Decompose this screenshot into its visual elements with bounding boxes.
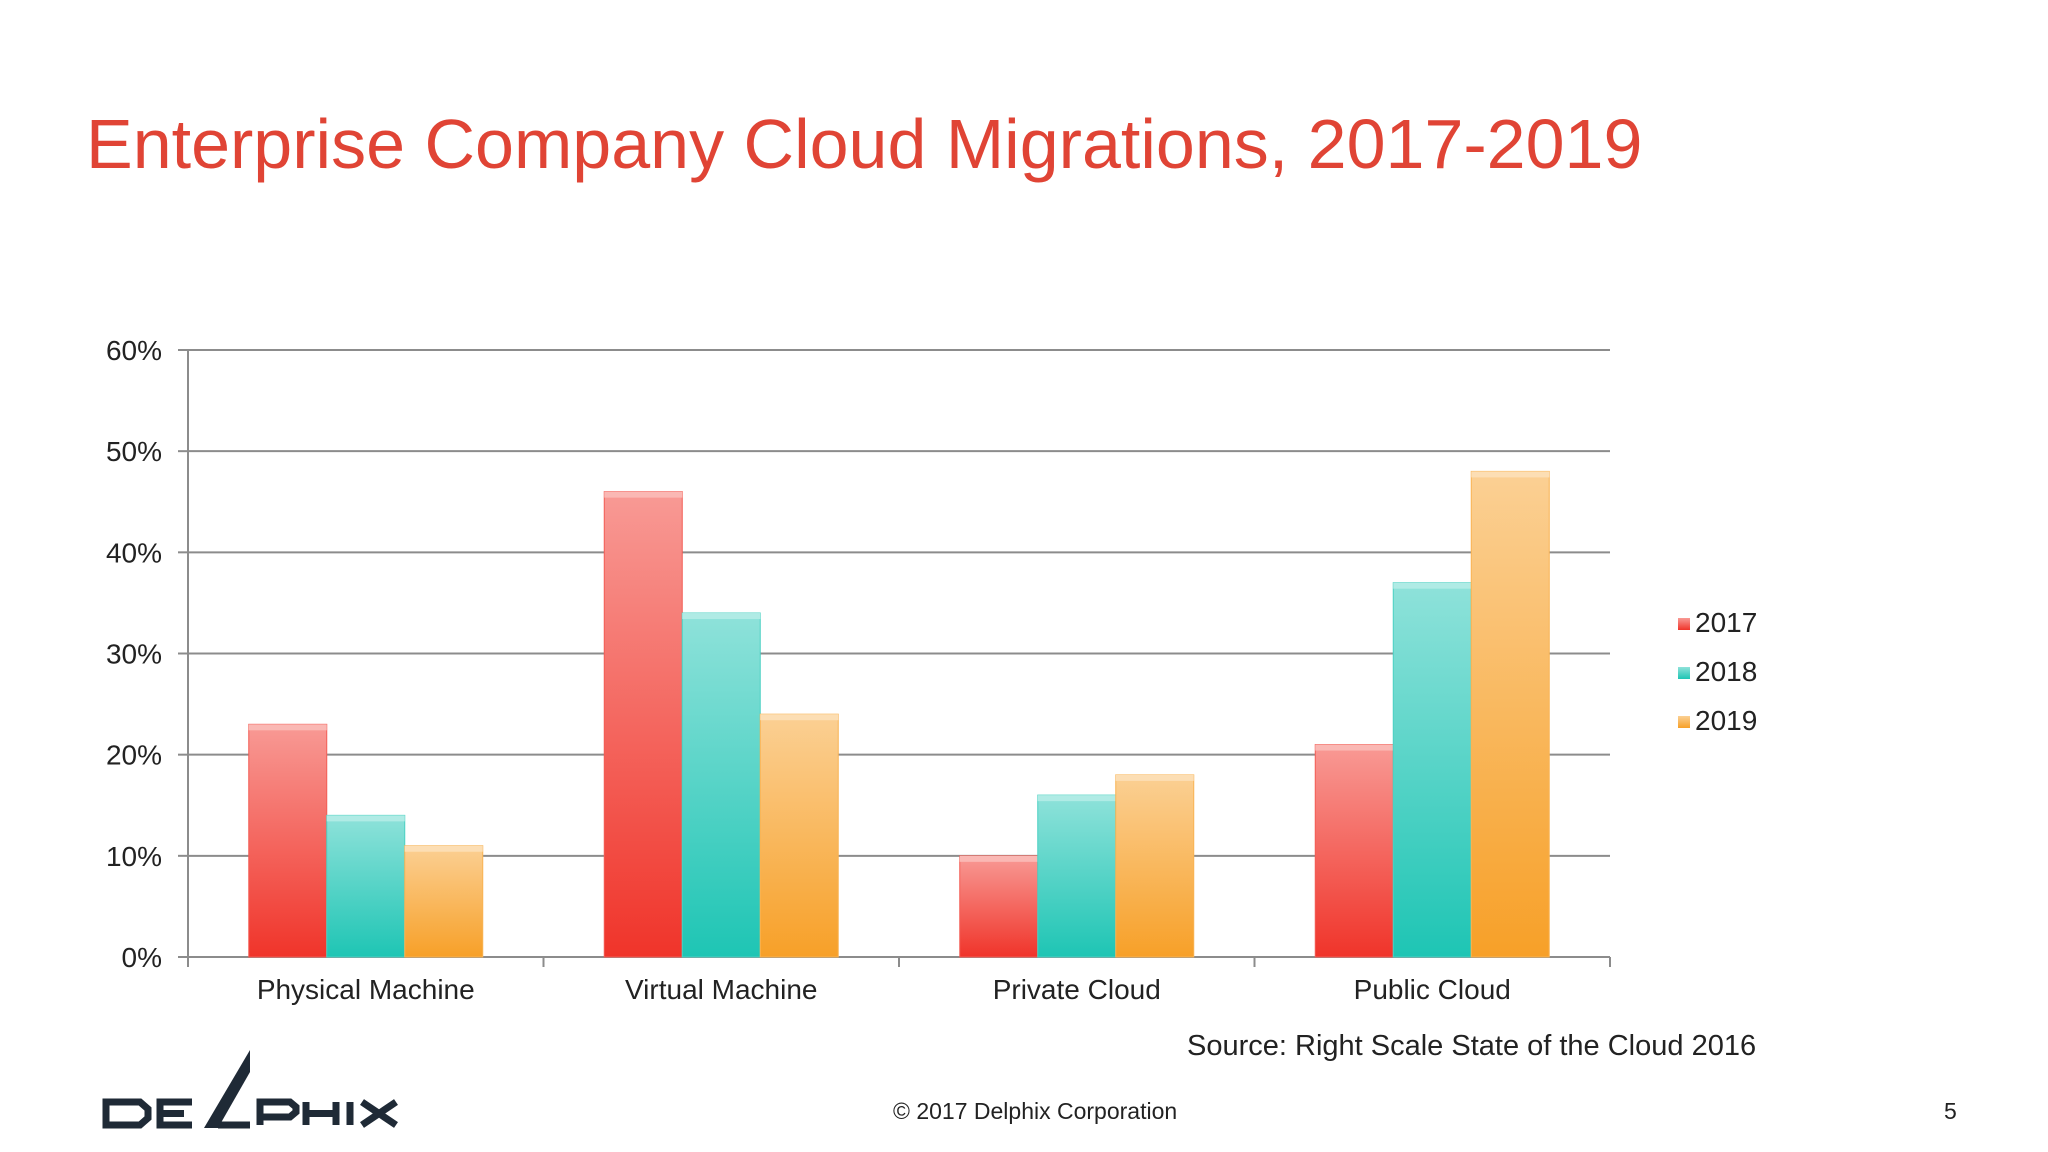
legend-label-2017: 2017 xyxy=(1695,607,1757,638)
bar-2019-physical-machine xyxy=(404,845,484,958)
copyright-text: © 2017 Delphix Corporation xyxy=(893,1098,1178,1124)
bar-2017-private-cloud xyxy=(959,855,1039,958)
bar-2018-private-cloud xyxy=(1037,794,1117,958)
y-tick-label: 20% xyxy=(106,740,162,771)
delphix-logo xyxy=(100,1050,400,1135)
x-category-label: Virtual Machine xyxy=(625,974,817,1005)
bar-2018-physical-machine xyxy=(326,814,406,958)
legend-label-2018: 2018 xyxy=(1695,656,1757,687)
bar-2017-physical-machine xyxy=(248,723,328,958)
y-tick-label: 30% xyxy=(106,639,162,670)
legend-swatch-2017 xyxy=(1678,618,1690,630)
bar-highlight xyxy=(1037,795,1116,802)
bar-highlight xyxy=(326,815,405,822)
page-number: 5 xyxy=(1944,1098,1957,1124)
bar-2019-virtual-machine xyxy=(759,713,839,958)
y-tick-label: 50% xyxy=(106,436,162,467)
legend-swatch-2018 xyxy=(1678,667,1690,679)
bar-highlight xyxy=(1471,471,1550,478)
x-category-label: Private Cloud xyxy=(993,974,1161,1005)
bar-2018-virtual-machine xyxy=(681,612,761,958)
bar-highlight xyxy=(760,714,839,721)
legend-swatch-2019 xyxy=(1678,716,1690,728)
bar-highlight xyxy=(682,613,761,620)
bar-highlight xyxy=(248,724,327,731)
bar-highlight xyxy=(604,491,683,498)
slide-title: Enterprise Company Cloud Migrations, 201… xyxy=(86,105,1643,183)
bar-highlight xyxy=(1315,744,1394,751)
y-tick-label: 10% xyxy=(106,841,162,872)
bar-2019-private-cloud xyxy=(1115,774,1195,958)
bar-2017-virtual-machine xyxy=(603,491,683,958)
x-category-label: Physical Machine xyxy=(257,974,475,1005)
bar-highlight xyxy=(1393,582,1472,589)
bar-2018-public-cloud xyxy=(1392,582,1472,958)
bar-highlight xyxy=(404,845,483,852)
y-tick-label: 60% xyxy=(106,335,162,366)
y-tick-label: 40% xyxy=(106,537,162,568)
bar-2017-public-cloud xyxy=(1314,744,1394,958)
y-tick-label: 0% xyxy=(122,942,162,973)
bar-highlight xyxy=(959,855,1038,862)
source-note: Source: Right Scale State of the Cloud 2… xyxy=(1187,1030,1757,1062)
bar-2019-public-cloud xyxy=(1470,470,1550,958)
legend-label-2019: 2019 xyxy=(1695,705,1757,736)
bar-highlight xyxy=(1115,774,1194,781)
x-category-label: Public Cloud xyxy=(1354,974,1511,1005)
